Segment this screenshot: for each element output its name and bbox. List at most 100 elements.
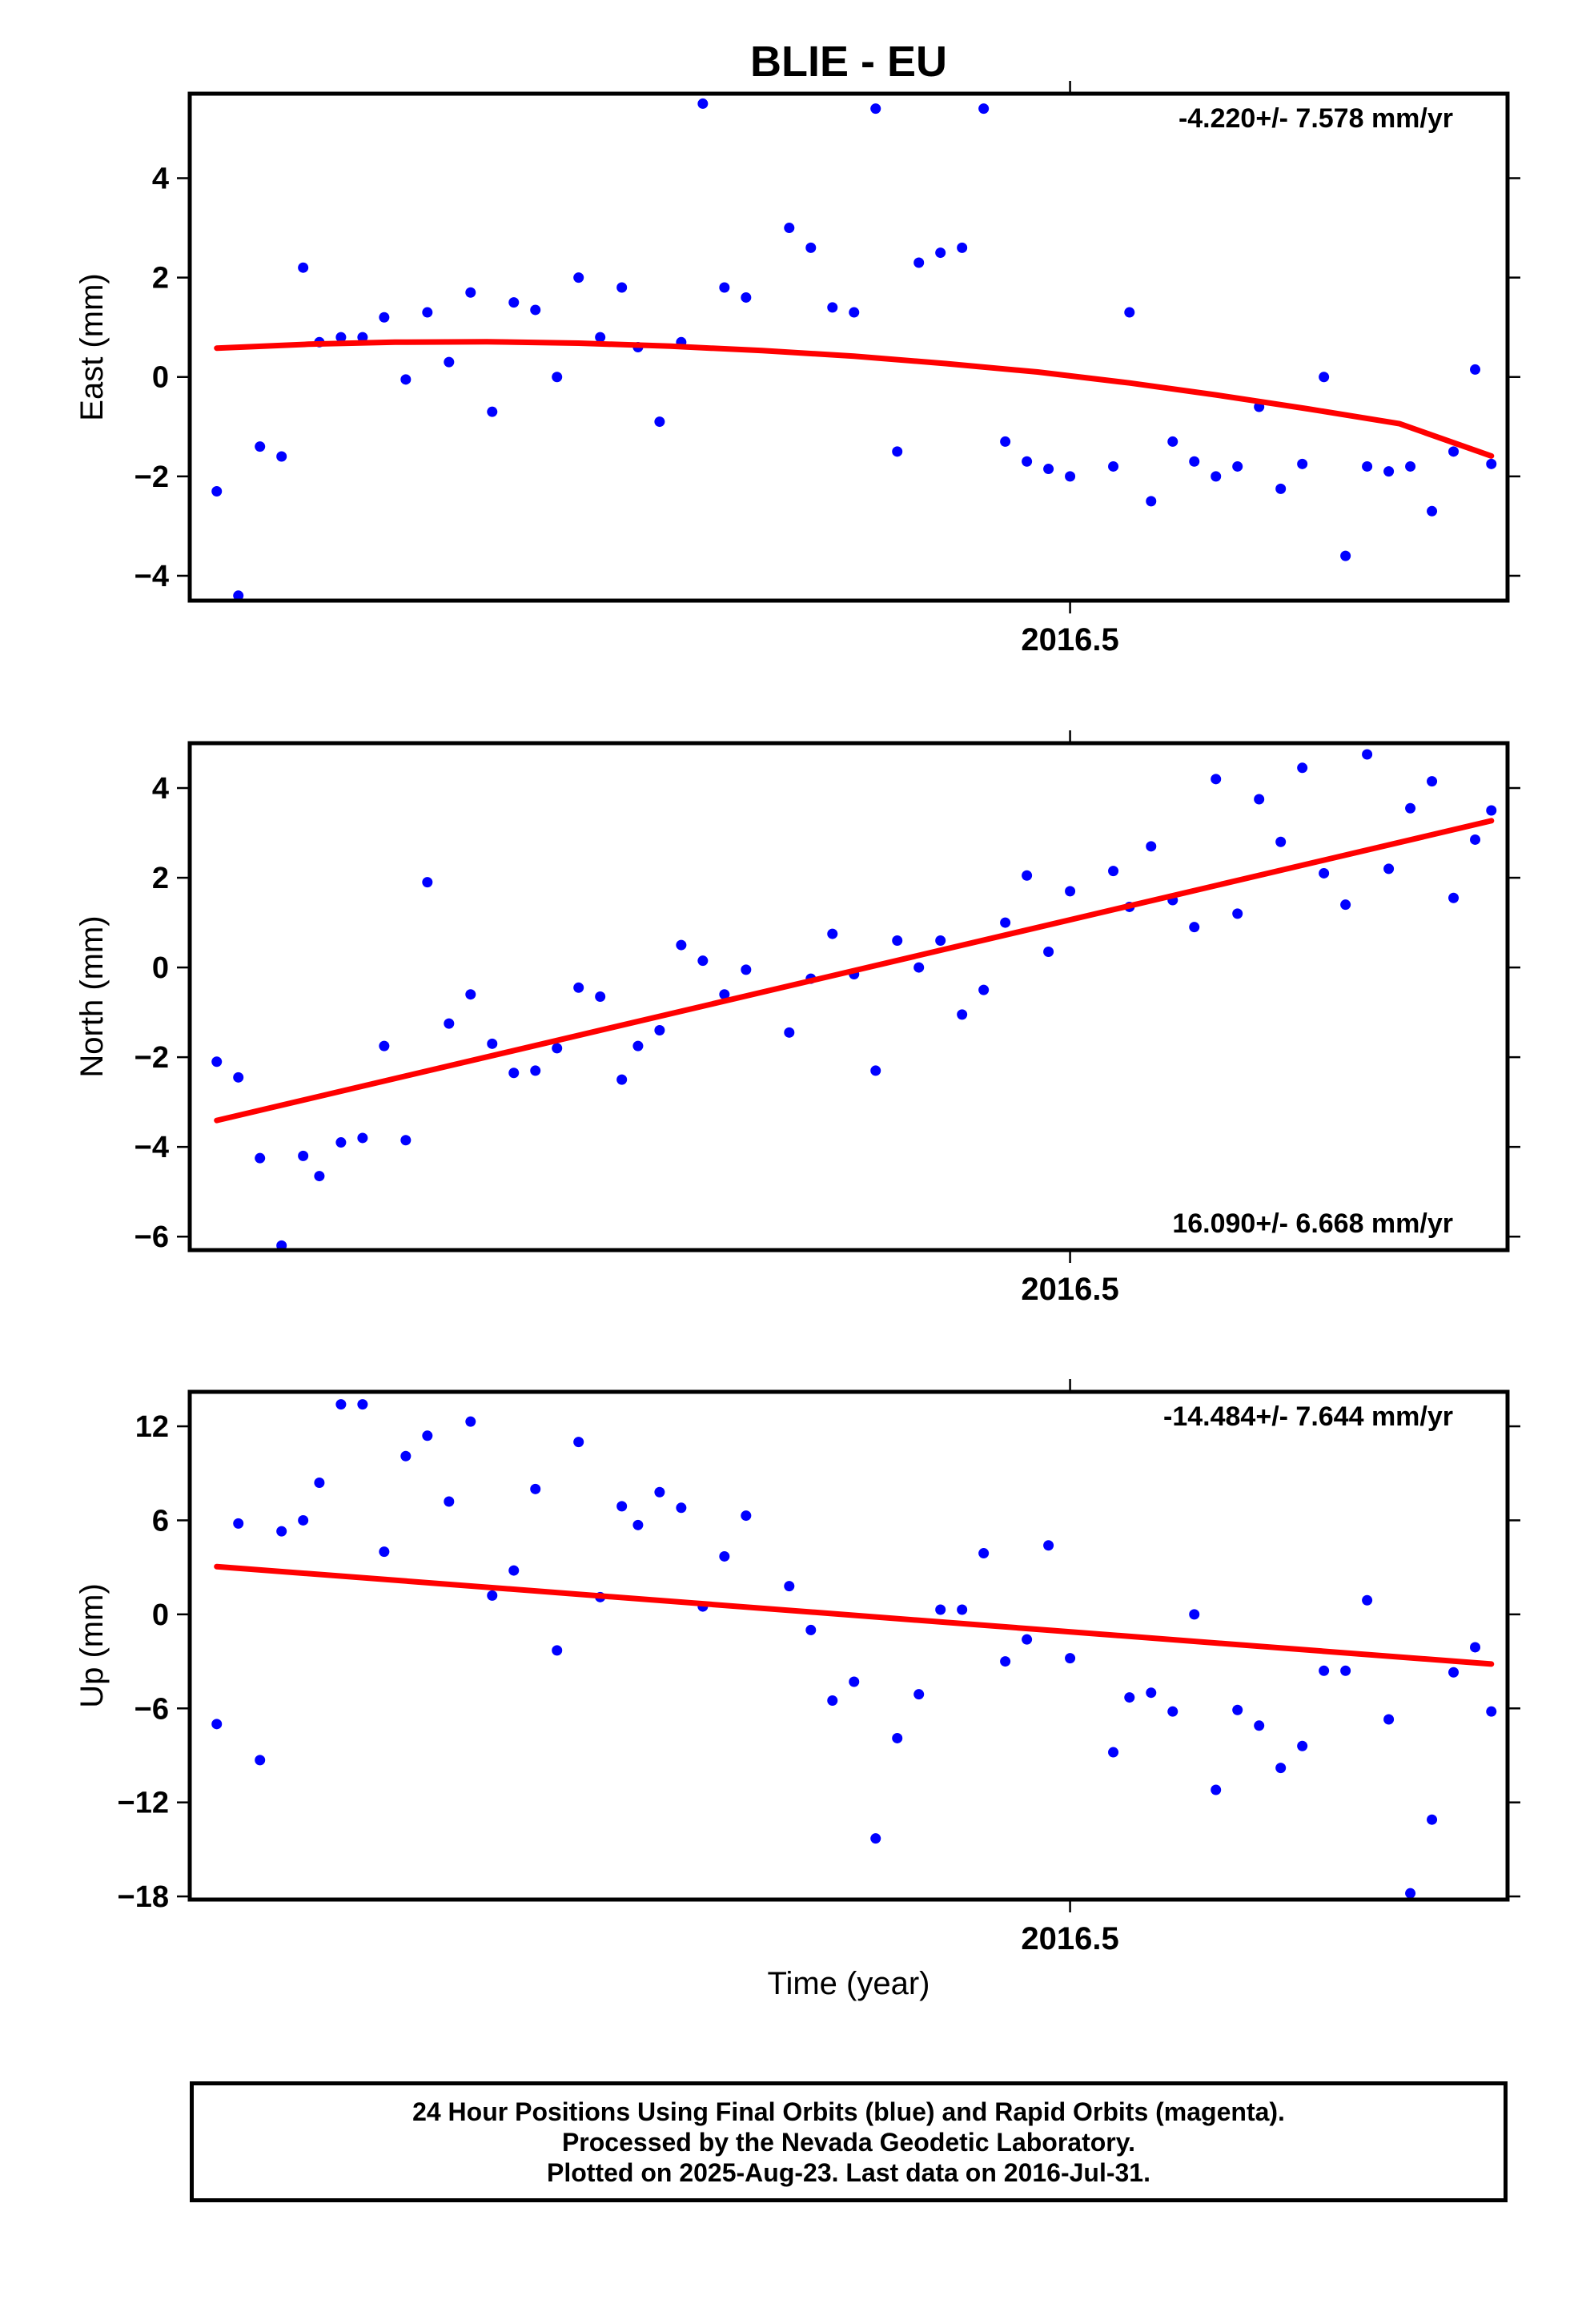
data-point: [573, 1437, 584, 1448]
data-point: [632, 1519, 644, 1530]
data-point: [530, 1065, 541, 1076]
data-point: [1043, 464, 1054, 475]
data-point: [233, 1518, 244, 1529]
data-point: [357, 1399, 368, 1410]
y-tick-label: −4: [135, 1131, 169, 1164]
data-point: [1043, 946, 1054, 957]
y-tick-label: −2: [135, 460, 169, 494]
data-point: [849, 307, 860, 318]
y-axis-label: North (mm): [74, 915, 110, 1077]
data-point: [935, 1604, 946, 1615]
panel-data: [211, 1399, 1497, 1899]
y-tick-label: 4: [152, 772, 169, 806]
panel-3: −18 −12 −6 0 6 12 2016.5 Up (mm) -14.484+/- 7.64…: [74, 1379, 1520, 1956]
data-point: [1427, 776, 1438, 787]
panel-1: −4 −2 0 2 4 2016.5 East (mm) -4.220+/- 7.578 mm…: [74, 81, 1520, 657]
fit-line: [214, 339, 1495, 459]
data-point: [957, 1009, 968, 1020]
footer-box: 24 Hour Positions Using Final Orbits (bl…: [190, 2081, 1508, 2202]
data-point: [632, 1040, 644, 1051]
y-tick-label: −6: [135, 1692, 169, 1726]
data-point: [741, 1510, 752, 1522]
y-tick-label: −6: [135, 1220, 169, 1254]
y-tick-label: 12: [135, 1410, 169, 1444]
data-point: [487, 406, 498, 417]
footer-line-2: Processed by the Nevada Geodetic Laborat…: [561, 2128, 1136, 2157]
data-point: [1470, 1642, 1481, 1653]
data-point: [1362, 460, 1373, 472]
data-point: [1211, 471, 1222, 482]
data-point: [1146, 496, 1157, 507]
data-point: [1362, 749, 1373, 760]
data-point: [676, 939, 687, 951]
fit-line: [214, 818, 1495, 1124]
data-point: [595, 332, 606, 343]
data-point: [892, 1732, 903, 1743]
data-point: [1146, 1687, 1157, 1699]
data-point: [978, 103, 990, 115]
data-point: [314, 1477, 325, 1488]
data-point: [276, 1526, 287, 1537]
data-point: [298, 1150, 309, 1161]
data-point: [1470, 834, 1481, 845]
panel-data: [211, 749, 1497, 1250]
panel-frame: [187, 741, 1510, 1252]
data-point: [719, 282, 730, 293]
data-point: [1065, 1653, 1076, 1664]
data-point: [913, 962, 925, 973]
data-point: [573, 982, 584, 993]
data-point: [805, 1624, 817, 1635]
data-point: [957, 1604, 968, 1615]
data-point: [276, 1240, 287, 1250]
data-point: [1000, 436, 1011, 447]
fit-line: [214, 1563, 1495, 1667]
data-point: [935, 247, 946, 259]
data-point: [335, 332, 347, 343]
data-point: [1405, 802, 1416, 814]
data-point: [1340, 899, 1351, 911]
data-point: [957, 242, 968, 253]
rate-annotation: 16.090+/- 6.668 mm/yr: [1172, 1208, 1453, 1239]
data-point: [1383, 863, 1395, 875]
data-point: [444, 356, 455, 368]
data-point: [1167, 1706, 1178, 1717]
y-tick-label: 6: [152, 1504, 169, 1538]
data-point: [1486, 805, 1497, 816]
data-point: [1124, 1692, 1135, 1703]
data-point: [552, 1043, 563, 1054]
rate-annotation: -14.484+/- 7.644 mm/yr: [1163, 1401, 1453, 1432]
data-point: [697, 955, 709, 967]
data-point: [616, 1074, 628, 1085]
panel-frame: [187, 91, 1510, 603]
data-point: [827, 1695, 838, 1706]
footer-line-3: Plotted on 2025-Aug-23. Last data on 201…: [547, 2158, 1150, 2187]
data-point: [1319, 1665, 1330, 1676]
data-point: [508, 1068, 520, 1079]
data-point: [255, 1152, 266, 1164]
data-point: [1383, 466, 1395, 477]
data-point: [444, 1018, 455, 1029]
data-point: [1000, 917, 1011, 928]
data-point: [719, 989, 730, 1000]
data-point: [1427, 1814, 1438, 1825]
data-point: [1448, 892, 1460, 903]
data-point: [1340, 550, 1351, 561]
x-tick-label: 2016.5: [1021, 622, 1118, 657]
data-point: [654, 1486, 665, 1498]
data-point: [211, 1719, 223, 1730]
data-point: [654, 416, 665, 428]
data-point: [552, 372, 563, 383]
data-point: [870, 1065, 881, 1076]
data-point: [422, 307, 433, 318]
data-point: [276, 451, 287, 462]
panel-data: [211, 98, 1497, 601]
data-point: [1146, 841, 1157, 852]
data-point: [552, 1645, 563, 1656]
y-tick-label: 4: [152, 163, 169, 196]
y-tick-label: −4: [135, 560, 169, 593]
x-tick-label: 2016.5: [1021, 1272, 1118, 1307]
data-point: [978, 1548, 990, 1559]
data-point: [1108, 866, 1119, 877]
y-tick-label: 2: [152, 862, 169, 895]
data-point: [422, 1430, 433, 1441]
